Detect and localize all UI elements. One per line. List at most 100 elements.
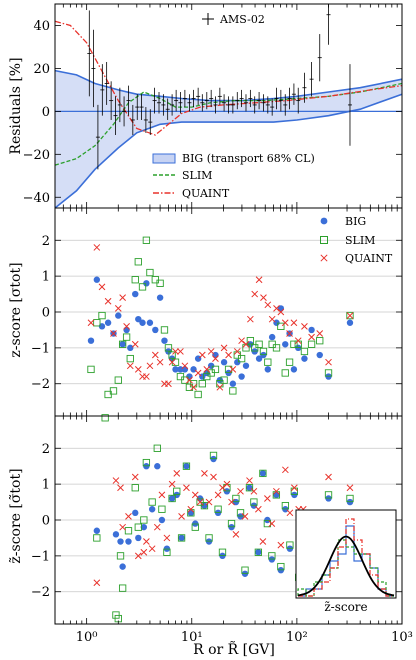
quaint-curve [54, 20, 403, 136]
quaint-point [178, 513, 185, 520]
slim-point [200, 502, 209, 510]
big-point [132, 290, 139, 298]
quaint-point [198, 351, 206, 359]
slim-point [163, 548, 171, 556]
slim-point [173, 487, 181, 495]
slim-point [118, 584, 127, 592]
quaint-legend-cross [320, 254, 328, 262]
quaint-point [110, 330, 117, 337]
quaint-point [158, 491, 166, 499]
big-band-legend-patch [152, 153, 176, 164]
residuals-legend-top: AMS-02 [202, 13, 265, 26]
big-point [132, 509, 139, 517]
big-point [301, 355, 308, 362]
y-tick-label: −1 [31, 549, 50, 564]
quaint-point [165, 380, 172, 388]
slim-legend-label: SLIM [345, 234, 375, 247]
quaint-point [233, 348, 241, 355]
slim-point [168, 351, 176, 359]
quaint-point [191, 491, 199, 499]
big-point [135, 534, 142, 542]
quaint-point [119, 294, 126, 302]
quaint-point [290, 319, 298, 327]
quaint-point [214, 491, 222, 499]
big-point [273, 491, 280, 499]
slim-point [153, 444, 161, 452]
quaint-point [203, 366, 211, 373]
quaint-point [143, 373, 150, 380]
ams02-points [87, 4, 352, 170]
slim-point [134, 523, 142, 531]
x-tick-label: 10¹ [181, 630, 203, 645]
quaint-point [156, 358, 164, 366]
residuals-panel: −40 −20 0 20 40 Residuals [%] AMS-02 BIG (tr… [8, 3, 403, 209]
big-point [346, 319, 354, 326]
quaint-point [163, 534, 171, 542]
big-point [207, 362, 215, 369]
histogram-inset: z̃-score [295, 509, 397, 614]
quaint-point [247, 315, 254, 323]
quaint-point [237, 487, 244, 495]
quaint-point [268, 315, 276, 323]
slim-point [224, 365, 233, 374]
big-point [168, 495, 176, 502]
inset-histograms [297, 518, 394, 597]
slim-point [140, 516, 148, 524]
quaint-point [205, 498, 213, 506]
quaint-point [168, 480, 176, 488]
quaint-point [308, 333, 315, 341]
big-point [125, 538, 132, 545]
y-tick-label: 2 [42, 442, 50, 457]
quaint-point [196, 498, 204, 506]
quaint-point [286, 509, 294, 517]
quaint-point [183, 484, 190, 492]
quaint-point [246, 477, 253, 484]
quaint-point [186, 376, 193, 384]
quaint-point [134, 552, 142, 560]
big-point [187, 509, 195, 517]
big-point [255, 549, 262, 556]
slim-point [116, 552, 125, 560]
quaint-point [232, 530, 240, 538]
quaint-point [223, 480, 231, 488]
quaint-point [281, 319, 289, 327]
quaint-point [181, 362, 189, 370]
quaint-point [316, 330, 324, 337]
big-point [264, 366, 272, 373]
slim-point [268, 552, 276, 560]
slim-point [168, 494, 176, 503]
slim-point [118, 340, 127, 348]
slim-point [158, 505, 166, 513]
quaint-point [242, 340, 250, 348]
big-point [146, 319, 154, 326]
quaint-point [254, 505, 262, 513]
quaint-legend-marker [320, 254, 328, 262]
quaint-point [228, 498, 235, 506]
quaint-point [225, 351, 232, 359]
quaint-point [277, 308, 285, 316]
quaint-point [264, 495, 271, 502]
zscore-ylabel: z-score [σtot] [8, 262, 24, 357]
slim-point [232, 494, 240, 503]
slim-point [263, 519, 272, 528]
quaint-point [301, 322, 308, 330]
slim-point [229, 387, 237, 395]
quaint-point [250, 487, 258, 495]
slim-point [285, 358, 294, 366]
quaint-point [346, 312, 354, 319]
slim-point [182, 462, 191, 470]
big-point [119, 563, 126, 570]
zscore-legend: BIG SLIM QUAINT [320, 215, 393, 265]
slim-point [211, 365, 220, 374]
slim-point [277, 562, 285, 571]
big-point [282, 341, 289, 348]
big-point [104, 319, 112, 326]
quaint-point [173, 470, 181, 477]
x-axis-label: R or R̃ [GV] [193, 640, 275, 658]
quaint-point [126, 362, 134, 370]
slim-point [148, 498, 156, 506]
inset-xlabel: z̃-score [324, 600, 367, 614]
quaint-point [325, 358, 332, 366]
big-point [123, 326, 130, 334]
quaint-point [194, 369, 202, 377]
